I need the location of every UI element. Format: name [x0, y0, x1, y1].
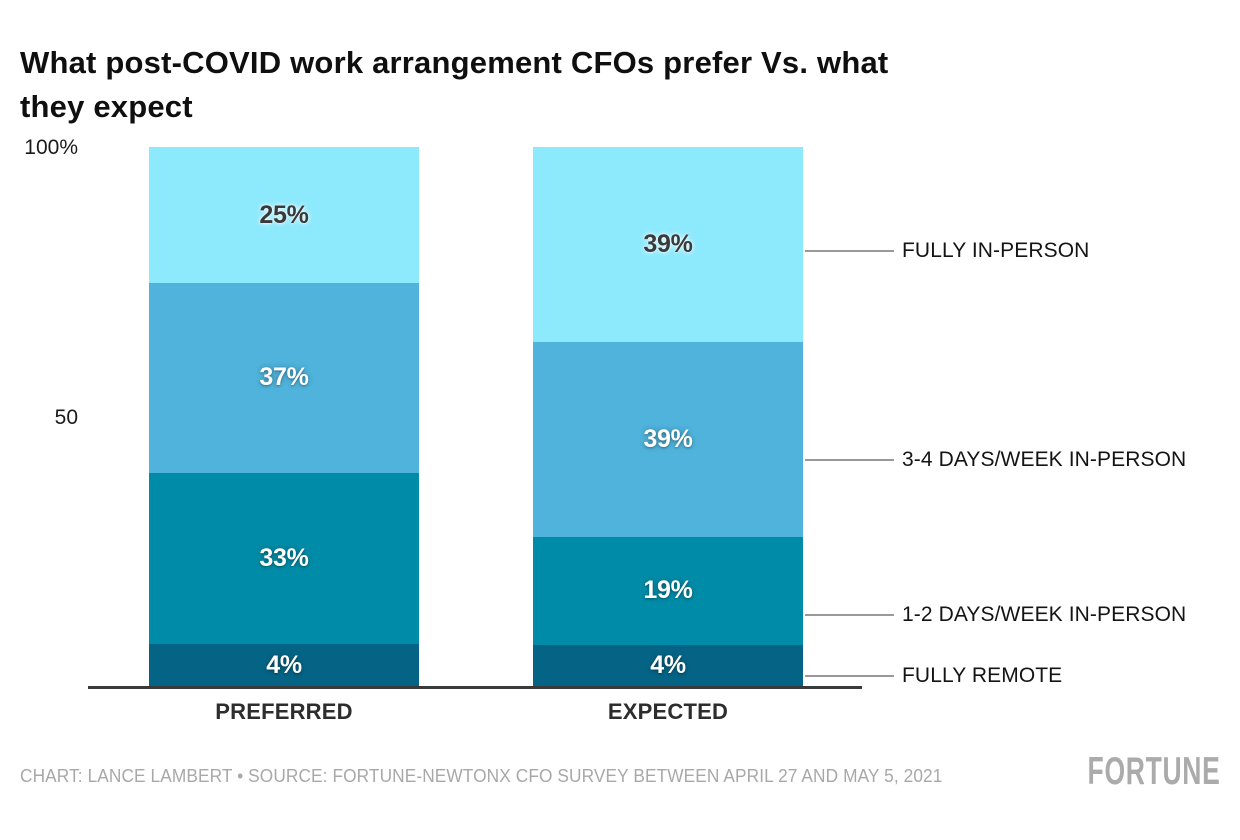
category-label-expected: EXPECTED	[607, 699, 729, 724]
chart-credit: CHART: LANCE LAMBERT • SOURCE: FORTUNE-N…	[20, 766, 943, 786]
annotation-connector-line	[805, 458, 894, 461]
annotation-label: 3-4 DAYS/WEEK IN-PERSON	[902, 447, 1187, 471]
y-axis-tick-50: 50	[54, 406, 78, 429]
annotation-label: 1-2 DAYS/WEEK IN-PERSON	[902, 602, 1187, 626]
bar-segment: 39%	[533, 341, 803, 537]
fortune-logo: FORTUNE	[1087, 750, 1220, 793]
segment-value-label: 39%	[643, 424, 693, 453]
x-axis-line	[88, 686, 862, 689]
annotation-connector-line	[805, 250, 894, 253]
bar-segment: 4%	[149, 644, 419, 687]
annotation-label: FULLY REMOTE	[902, 664, 1063, 688]
annotation-connector-line	[805, 613, 894, 616]
bar-segment: 25%	[149, 147, 419, 284]
bar-expected: 39% 39% 19% 4%	[533, 147, 803, 687]
bar-preferred: 25% 37% 33% 4%	[149, 147, 419, 687]
bar-segment: 37%	[149, 283, 419, 473]
bar-segment: 19%	[533, 536, 803, 645]
segment-value-label: 4%	[266, 651, 302, 680]
y-axis-tick-100: 100%	[24, 136, 78, 159]
segment-value-label: 19%	[643, 576, 693, 605]
bar-segment: 33%	[149, 472, 419, 645]
segment-value-label: 25%	[259, 200, 309, 229]
segment-value-label: 39%	[643, 229, 693, 258]
annotation-connector-line	[805, 675, 894, 678]
chart-title: What post-COVID work arrangement CFOs pr…	[20, 44, 889, 124]
segment-value-label: 37%	[259, 363, 309, 392]
segment-value-label: 4%	[650, 651, 686, 680]
annotation-label: FULLY IN-PERSON	[902, 239, 1090, 263]
bar-segment: 4%	[533, 644, 803, 687]
bar-segment: 39%	[533, 147, 803, 342]
category-label-preferred: PREFERRED	[215, 699, 353, 724]
segment-value-label: 33%	[259, 543, 309, 572]
